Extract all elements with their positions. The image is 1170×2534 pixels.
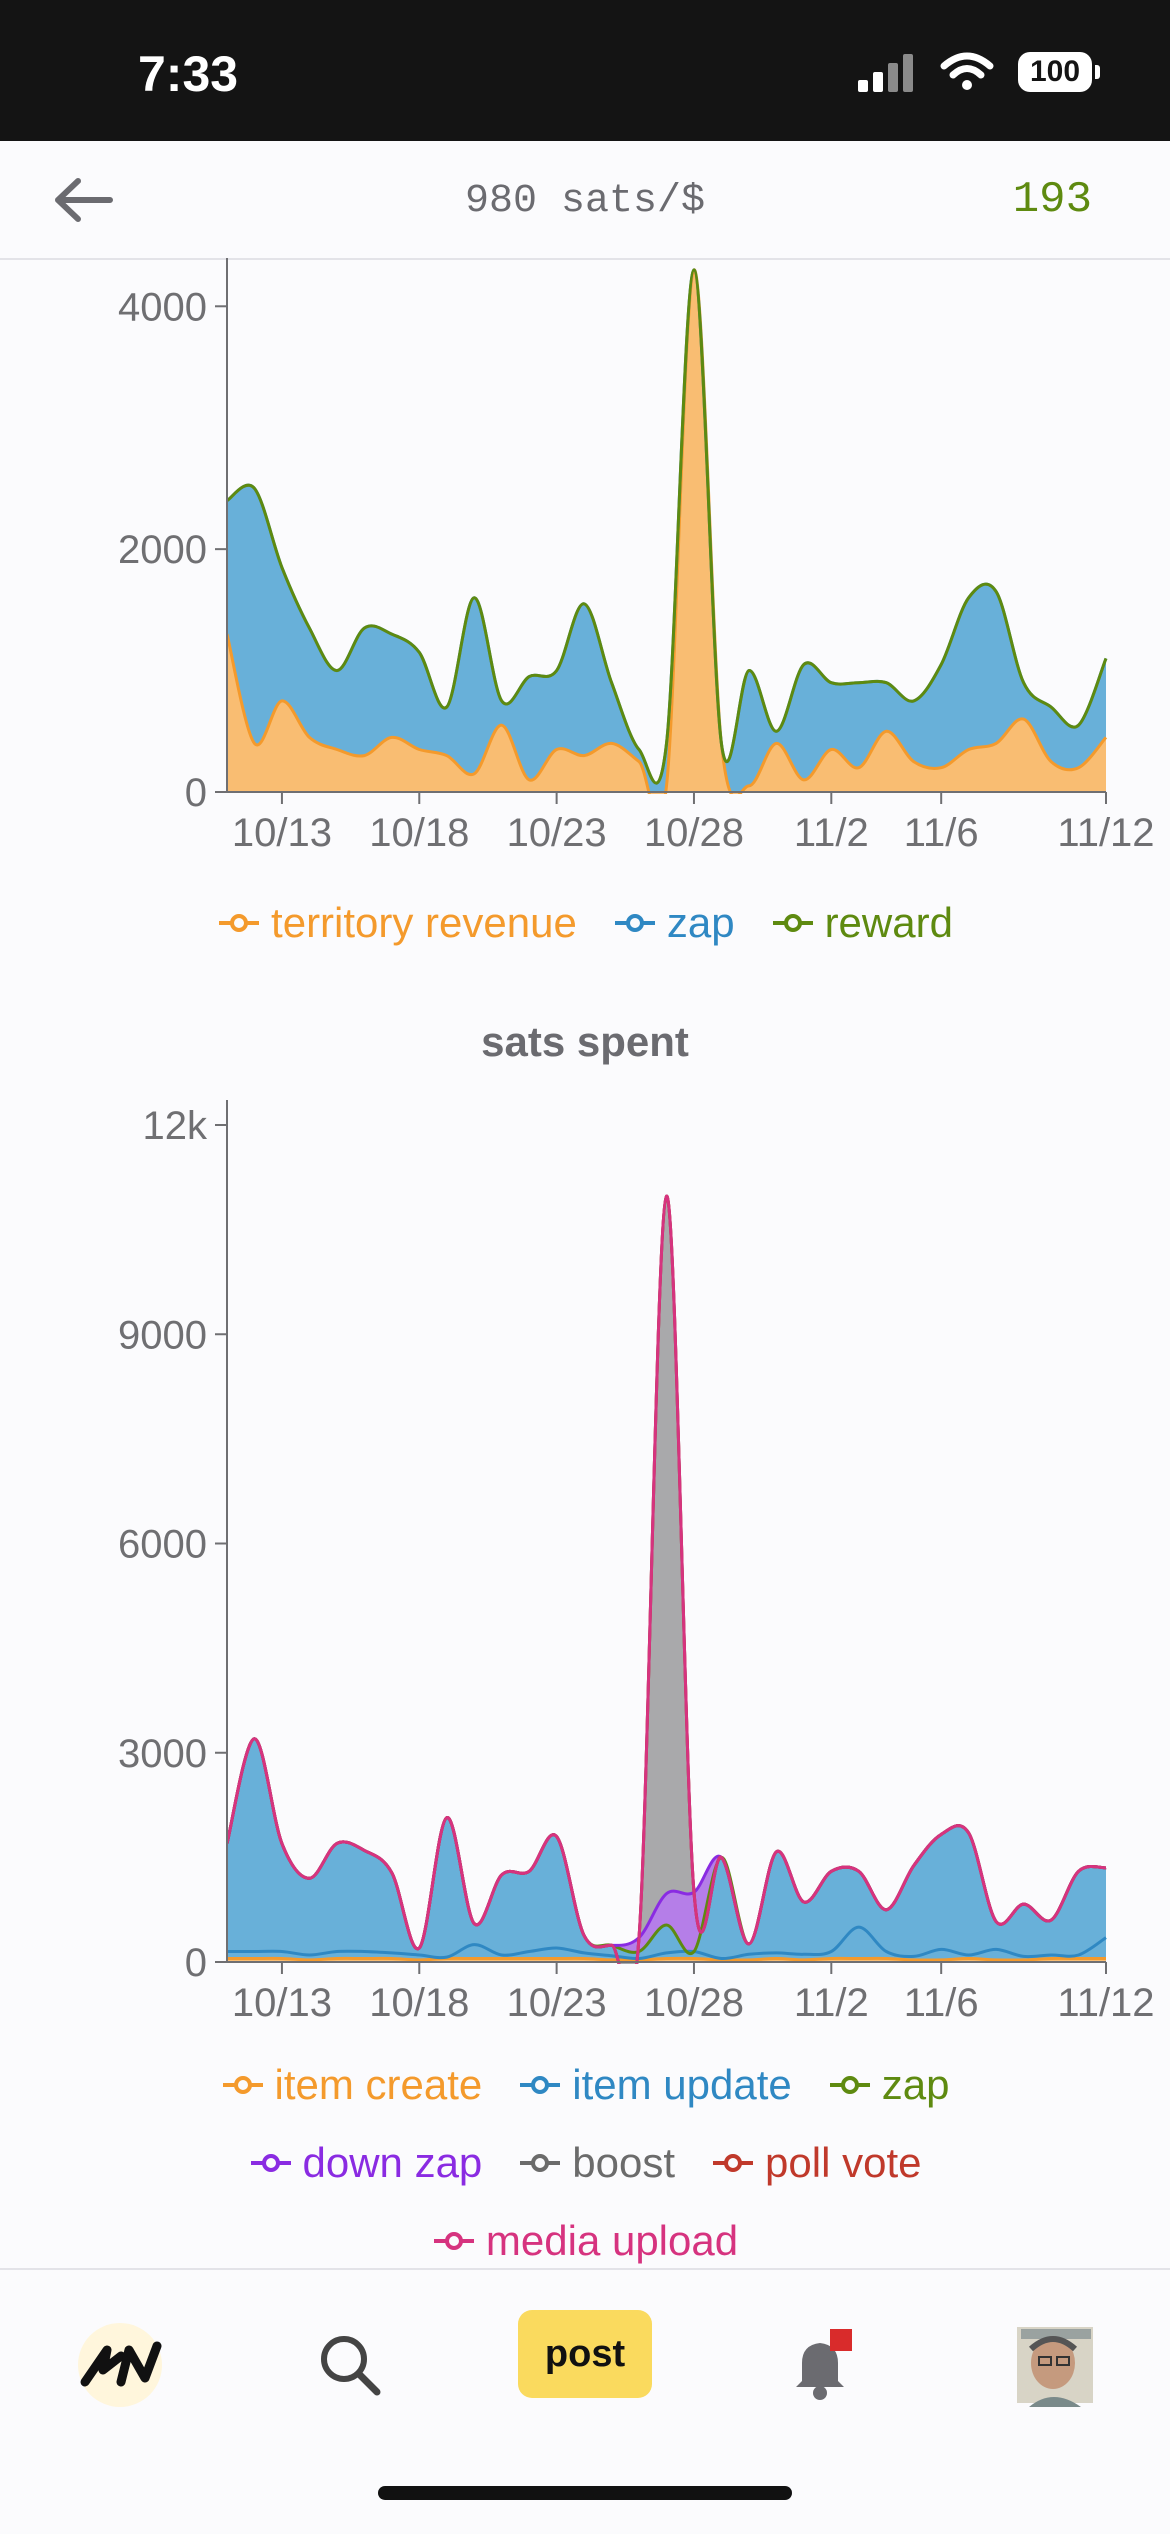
legend-item-poll-vote[interactable]: poll vote (711, 2124, 921, 2202)
legend-swatch-icon (219, 914, 260, 932)
home-indicator (378, 2486, 792, 2500)
chart-legend-spent: item create item update zap down zap boost po… (85, 2046, 1085, 2280)
legend-item-zap[interactable]: zap (613, 884, 735, 962)
post-button[interactable]: post (518, 2310, 652, 2398)
x-tick-label: 11/6 (904, 1981, 979, 2025)
legend-label: zap (666, 899, 735, 946)
y-tick-label: 12k (143, 1104, 208, 1148)
legend-swatch-icon (713, 2154, 754, 2172)
x-tick-label: 10/13 (232, 811, 332, 855)
legend-label: territory revenue (271, 899, 577, 946)
x-tick-label: 11/12 (1057, 811, 1154, 855)
legend-label: down zap (302, 2139, 483, 2186)
x-tick-label: 10/28 (644, 1981, 744, 2025)
y-tick-label: 2000 (118, 528, 207, 572)
chart-title-sats-spent: sats spent (481, 1018, 689, 1065)
x-tick-label: 10/13 (232, 1981, 332, 2025)
avatar (1017, 2327, 1093, 2407)
legend-swatch-icon (520, 2154, 561, 2172)
area-down-zap (227, 1738, 1106, 1954)
line-item-update (227, 1925, 1107, 1961)
x-tick-label: 10/23 (507, 811, 607, 855)
legend-label: zap (881, 2061, 950, 2108)
legend-label: reward (824, 899, 953, 946)
legend-label: poll vote (765, 2139, 922, 2186)
notifications-tab[interactable] (770, 2310, 870, 2420)
chart-legend-income: territory revenue zap reward (0, 884, 1170, 962)
chart-stacked-spent: 0 3000 6000 9000 12k 10/13 10/18 10/23 10/28 11/2… (118, 1100, 1155, 2025)
x-tick-label: 11/12 (1057, 1981, 1154, 2025)
area-boost (227, 1196, 1106, 1964)
chart-stacked-income: 0 2000 4000 10/13 10/18 10/23 10/28 11/2 11/6 11/… (118, 258, 1155, 855)
y-tick-label: 0 (185, 771, 207, 815)
area-zap (227, 1738, 1106, 1959)
legend-item-territory-revenue[interactable]: territory revenue (217, 884, 577, 962)
y-tick-label: 9000 (118, 1313, 207, 1357)
legend-label: item update (572, 2061, 792, 2108)
legend-label: item create (274, 2061, 483, 2108)
battery-indicator: 100 (1018, 52, 1100, 92)
signal-icon (858, 54, 913, 92)
legend-swatch-icon (772, 914, 813, 932)
home-logo-tab[interactable] (60, 2310, 180, 2420)
x-tick-label: 10/18 (369, 1981, 469, 2025)
y-tick-label: 0 (185, 1941, 207, 1985)
legend-item-item-create[interactable]: item create (221, 2046, 483, 2124)
legend-swatch-icon (222, 2076, 263, 2094)
x-tick-label: 10/23 (507, 1981, 607, 2025)
line-item-create (227, 1956, 1106, 1962)
y-tick-label: 3000 (118, 1732, 207, 1776)
status-icons: 100 (858, 52, 1100, 92)
back-arrow-icon[interactable] (52, 175, 116, 225)
legend-label: boost (572, 2139, 676, 2186)
x-tick-label: 11/6 (904, 811, 979, 855)
legend-swatch-icon (250, 2154, 291, 2172)
search-icon (321, 2336, 381, 2396)
price-ticker[interactable]: 980 sats/$ (464, 179, 706, 224)
legend-swatch-icon (829, 2076, 870, 2094)
x-tick-label: 11/2 (794, 1981, 869, 2025)
x-tick-label: 10/28 (644, 811, 744, 855)
status-time: 7:33 (138, 46, 239, 102)
legend-swatch-icon (614, 914, 655, 932)
bell-icon (796, 2329, 852, 2400)
profile-tab[interactable] (1005, 2310, 1105, 2420)
legend-label: media upload (485, 2217, 739, 2264)
legend-item-reward[interactable]: reward (771, 884, 953, 962)
x-tick-label: 11/2 (794, 811, 869, 855)
wifi-icon (940, 52, 994, 90)
x-tick-label: 10/18 (369, 811, 469, 855)
y-tick-label: 6000 (118, 1523, 207, 1567)
legend-swatch-icon (433, 2232, 474, 2250)
legend-item-zap[interactable]: zap (828, 2046, 950, 2124)
status-bar: 7:33 100 (0, 0, 1170, 141)
legend-item-item-update[interactable]: item update (518, 2046, 792, 2124)
search-tab[interactable] (300, 2310, 400, 2420)
y-tick-label: 4000 (118, 285, 207, 329)
legend-item-boost[interactable]: boost (518, 2124, 675, 2202)
wallet-balance[interactable]: 193 (1012, 175, 1092, 225)
line-media-upload (227, 1194, 1107, 1964)
legend-swatch-icon (520, 2076, 561, 2094)
sn-logo-icon (78, 2323, 162, 2407)
line-reward (227, 268, 1108, 785)
top-navbar: 980 sats/$ 193 (0, 141, 1170, 260)
legend-item-media-upload[interactable]: media upload (432, 2202, 738, 2280)
legend-item-down-zap[interactable]: down zap (249, 2124, 483, 2202)
